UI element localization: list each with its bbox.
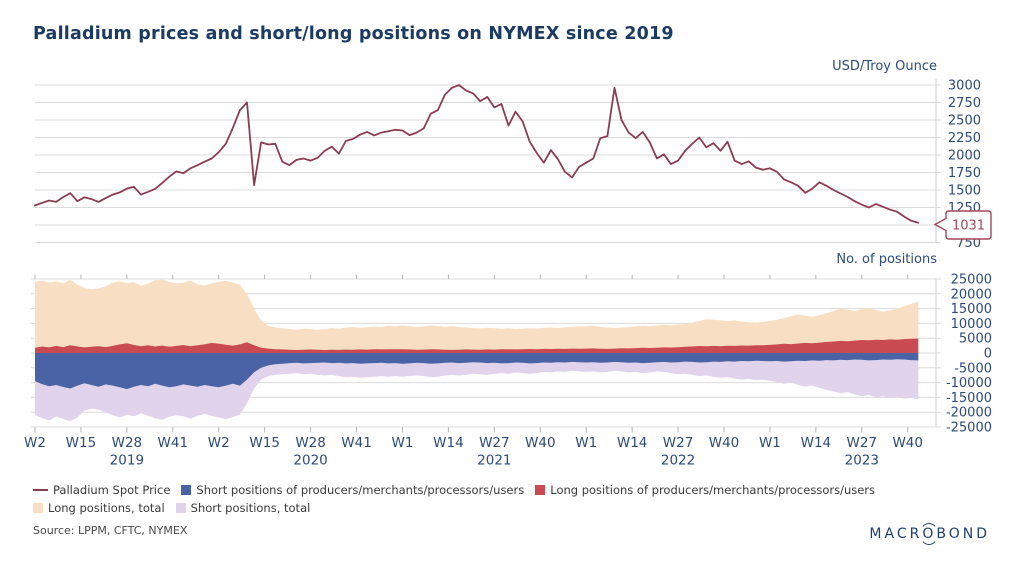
svg-text:W27: W27 (479, 435, 510, 451)
svg-text:15000: 15000 (951, 302, 992, 317)
source-note: Source: LPPM, CFTC, NYMEX (33, 524, 188, 537)
legend-label-long-producers: Long positions of producers/merchants/pr… (550, 483, 876, 497)
legend-label-long-total: Long positions, total (48, 501, 165, 515)
macrobond-logo: MACROBOND (869, 526, 990, 542)
legend-label-palladium: Palladium Spot Price (53, 483, 171, 497)
svg-text:20000: 20000 (951, 287, 992, 302)
price-axis-unit-label: USD/Troy Ounce (832, 59, 937, 74)
svg-text:W2: W2 (208, 435, 230, 451)
legend-item-short-total: Short positions, total (175, 501, 311, 515)
svg-text:2250: 2250 (948, 131, 981, 146)
svg-text:W1: W1 (391, 435, 413, 451)
svg-text:1750: 1750 (948, 166, 981, 181)
legend-item-palladium-spot-price: Palladium Spot Price (33, 483, 170, 497)
logo-text-suffix: BOND (936, 526, 990, 542)
svg-text:3000: 3000 (948, 79, 981, 94)
svg-text:W27: W27 (663, 435, 694, 451)
svg-text:2023: 2023 (845, 453, 879, 469)
svg-text:-25000: -25000 (946, 421, 992, 436)
svg-text:W14: W14 (801, 435, 832, 451)
long-producers-swatch (535, 485, 546, 495)
svg-text:5000: 5000 (959, 332, 992, 347)
svg-text:2750: 2750 (948, 96, 981, 111)
logo-orbit-o: O (922, 526, 936, 542)
svg-text:W28: W28 (112, 435, 143, 451)
short-total-swatch (175, 503, 186, 513)
svg-text:25000: 25000 (951, 273, 992, 288)
logo-o-letter: O (922, 526, 937, 542)
legend-item-short-producers: Short positions of producers/merchants/p… (181, 483, 524, 497)
svg-text:W40: W40 (525, 435, 556, 451)
svg-text:2020: 2020 (293, 453, 327, 469)
svg-text:-5000: -5000 (954, 361, 992, 376)
svg-text:W41: W41 (158, 435, 189, 451)
svg-text:W14: W14 (433, 435, 464, 451)
svg-text:W2: W2 (24, 435, 46, 451)
legend-item-long-producers: Long positions of producers/merchants/pr… (535, 483, 875, 497)
svg-text:W1: W1 (575, 435, 597, 451)
svg-text:W28: W28 (295, 435, 326, 451)
svg-text:10000: 10000 (951, 317, 992, 332)
legend-label-short-total: Short positions, total (190, 501, 311, 515)
short-producers-swatch (181, 485, 192, 495)
svg-text:-20000: -20000 (946, 406, 992, 421)
positions-axis-unit-label: No. of positions (836, 252, 937, 267)
legend-row-2: Long positions, total Short positions, t… (33, 501, 1008, 515)
svg-text:2022: 2022 (661, 453, 695, 469)
svg-text:2019: 2019 (110, 453, 144, 469)
svg-text:2000: 2000 (948, 149, 981, 164)
svg-text:-15000: -15000 (946, 391, 992, 406)
svg-text:2021: 2021 (477, 453, 511, 469)
long-total-swatch (33, 503, 43, 513)
svg-text:W40: W40 (709, 435, 740, 451)
svg-text:2500: 2500 (948, 114, 981, 129)
svg-text:1500: 1500 (948, 184, 981, 199)
svg-text:0: 0 (984, 347, 992, 362)
palladium-line-swatch (33, 488, 48, 492)
legend-row-1: Palladium Spot Price Short positions of … (33, 483, 1008, 497)
svg-text:W15: W15 (249, 435, 280, 451)
svg-text:W1: W1 (759, 435, 781, 451)
legend-item-long-total: Long positions, total (33, 501, 165, 515)
legend: Palladium Spot Price Short positions of … (33, 483, 1008, 519)
svg-text:W41: W41 (341, 435, 372, 451)
svg-text:W15: W15 (66, 435, 97, 451)
svg-text:W27: W27 (847, 435, 878, 451)
legend-label-short-producers: Short positions of producers/merchants/p… (196, 483, 525, 497)
svg-text:W40: W40 (892, 435, 923, 451)
svg-text:1031: 1031 (952, 219, 985, 234)
logo-text-prefix: MACR (869, 526, 923, 542)
svg-text:W14: W14 (617, 435, 648, 451)
page-title: Palladium prices and short/long position… (33, 24, 674, 44)
svg-text:-10000: -10000 (946, 376, 992, 391)
svg-text:750: 750 (956, 236, 981, 251)
